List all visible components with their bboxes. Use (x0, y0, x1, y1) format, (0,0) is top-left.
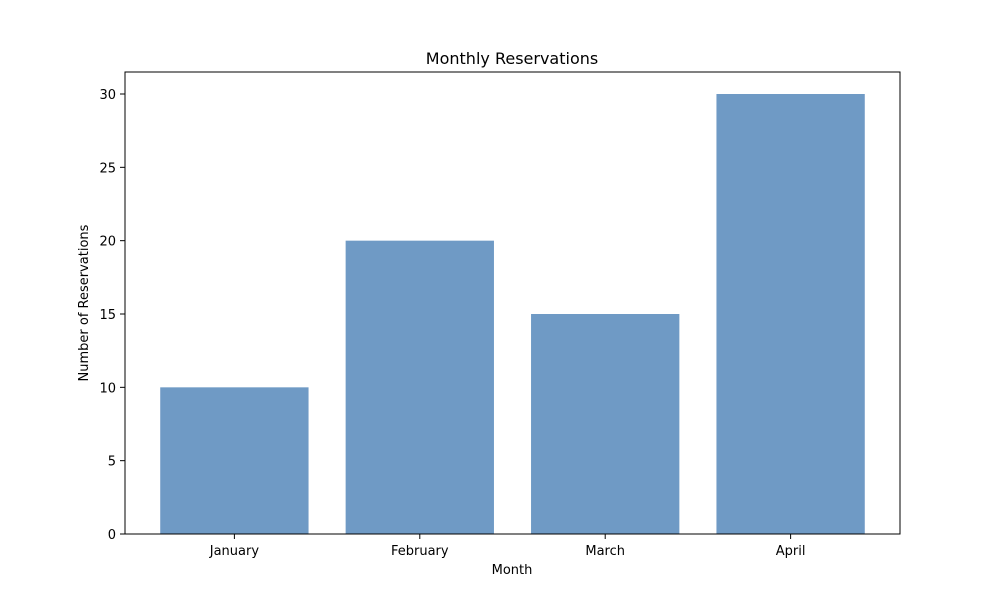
chart-title: Monthly Reservations (426, 49, 598, 68)
y-axis-label: Number of Reservations (77, 224, 92, 381)
bar-march (531, 314, 680, 534)
bar-january (160, 387, 309, 534)
y-tick-label: 0 (108, 528, 116, 543)
x-tick-label: April (776, 544, 806, 559)
y-tick-label: 20 (99, 235, 116, 250)
x-tick-label: March (585, 544, 625, 559)
y-tick-label: 5 (108, 455, 116, 470)
y-tick-label: 25 (99, 161, 116, 176)
bar-february (345, 240, 494, 534)
y-axis-ticks: 0 5 10 15 20 25 30 (99, 88, 125, 543)
x-axis-label: Month (492, 563, 533, 578)
x-tick-label: January (209, 544, 260, 559)
x-tick-label: February (391, 544, 449, 559)
y-tick-label: 30 (99, 88, 116, 103)
y-tick-label: 10 (99, 381, 116, 396)
plot-frame (124, 71, 901, 535)
y-tick-label: 15 (99, 308, 116, 323)
bar-april (716, 94, 865, 534)
x-axis-ticks: January February March April (209, 534, 806, 559)
bars-group (160, 94, 865, 534)
